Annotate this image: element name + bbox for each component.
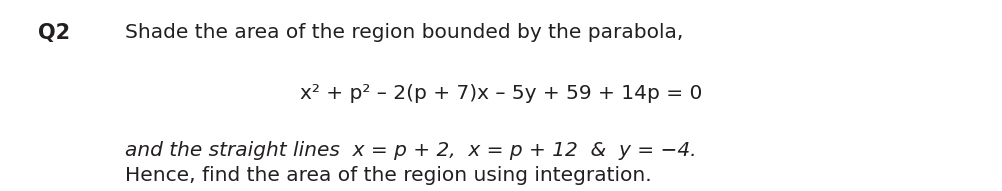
Text: Shade the area of the region bounded by the parabola,: Shade the area of the region bounded by … (125, 23, 683, 42)
Text: and the straight lines  x = p + 2,  x = p + 12  &  y = −4.: and the straight lines x = p + 2, x = p … (125, 141, 696, 160)
Text: x² + p² – 2(p + 7)x – 5y + 59 + 14p = 0: x² + p² – 2(p + 7)x – 5y + 59 + 14p = 0 (300, 84, 702, 103)
Text: Hence, find the area of the region using integration.: Hence, find the area of the region using… (125, 166, 651, 185)
Text: Q2: Q2 (38, 23, 70, 43)
